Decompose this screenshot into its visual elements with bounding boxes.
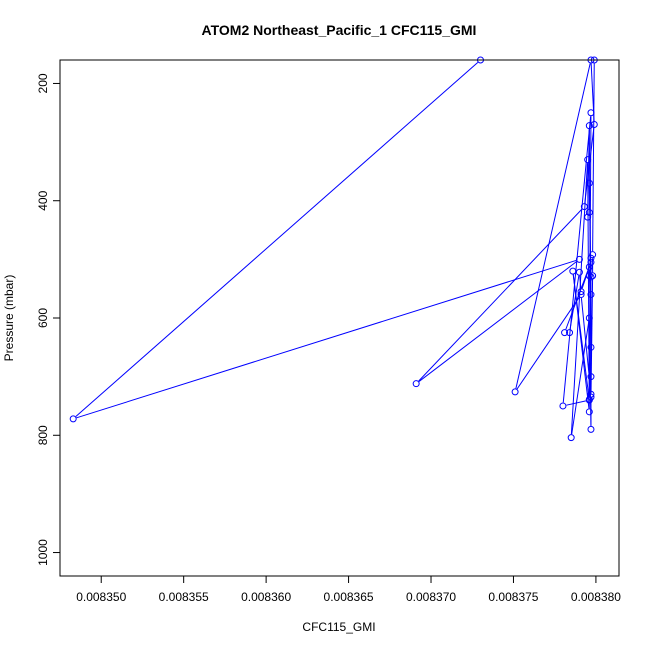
series-segment — [516, 297, 580, 390]
chart-title: ATOM2 Northeast_Pacific_1 CFC115_GMI — [202, 22, 477, 38]
x-tick-label: 0.008350 — [76, 590, 126, 604]
data-point — [585, 272, 593, 280]
data-point — [587, 373, 595, 381]
data-point — [575, 255, 583, 263]
data-point — [590, 121, 598, 128]
y-tick-label: 600 — [36, 308, 50, 328]
y-axis-label: Pressure (mbar) — [2, 275, 16, 362]
data-point — [589, 251, 597, 259]
y-tick-label: 800 — [36, 425, 50, 445]
data-point — [575, 268, 583, 276]
data-point — [585, 263, 593, 271]
series-segment — [590, 279, 594, 394]
series-segment — [418, 208, 583, 382]
data-point — [577, 288, 585, 296]
data-point — [585, 408, 593, 416]
series-segment — [566, 400, 587, 406]
series-segment — [565, 265, 591, 330]
data-point — [587, 343, 595, 351]
data-point — [412, 380, 420, 388]
data-point — [587, 291, 595, 299]
data-point — [587, 109, 595, 117]
y-tick-label: 400 — [36, 190, 50, 210]
data-point — [585, 122, 593, 130]
data-point — [511, 388, 519, 396]
series-segment — [579, 275, 582, 289]
x-axis: 0.008350 0.008355 0.008360 0.008365 0.008370… — [76, 575, 621, 604]
data-point — [587, 254, 595, 262]
x-tick-label: 0.008355 — [159, 590, 209, 604]
series-segment — [75, 61, 479, 417]
y-tick-label: 1000 — [36, 539, 50, 566]
series-segment — [571, 321, 590, 435]
data-point — [584, 213, 592, 221]
data-point — [561, 329, 569, 337]
data-point — [567, 434, 575, 442]
data-point — [587, 258, 595, 266]
data-point — [584, 156, 592, 164]
x-tick-label: 0.008360 — [241, 590, 291, 604]
data-point — [566, 329, 574, 337]
data-point — [580, 203, 588, 211]
series-layer — [69, 56, 598, 442]
x-tick-label: 0.008375 — [488, 590, 538, 604]
series-segment — [592, 63, 595, 252]
series-segment — [570, 163, 588, 435]
data-point — [587, 425, 595, 433]
x-axis-label: CFC115_GMI — [302, 620, 375, 634]
series-segment — [515, 63, 591, 389]
y-tick-label: 200 — [36, 73, 50, 93]
data-point — [585, 179, 593, 187]
data-point — [587, 393, 595, 401]
data-point — [69, 415, 77, 423]
data-point — [585, 314, 593, 322]
x-tick-label: 0.008380 — [571, 590, 621, 604]
data-point — [577, 291, 585, 299]
data-point — [559, 402, 567, 410]
data-point — [589, 272, 597, 280]
series-segment — [418, 261, 577, 382]
series-segment — [76, 259, 577, 419]
data-point — [587, 273, 595, 281]
y-axis: 200 400 600 800 1000 — [36, 73, 61, 566]
series-segment — [562, 116, 592, 403]
plot-frame — [59, 59, 620, 577]
data-point — [585, 208, 593, 216]
x-tick-label: 0.008365 — [324, 590, 374, 604]
x-tick-label: 0.008370 — [406, 590, 456, 604]
data-point — [569, 267, 577, 275]
series-segment — [569, 275, 580, 330]
